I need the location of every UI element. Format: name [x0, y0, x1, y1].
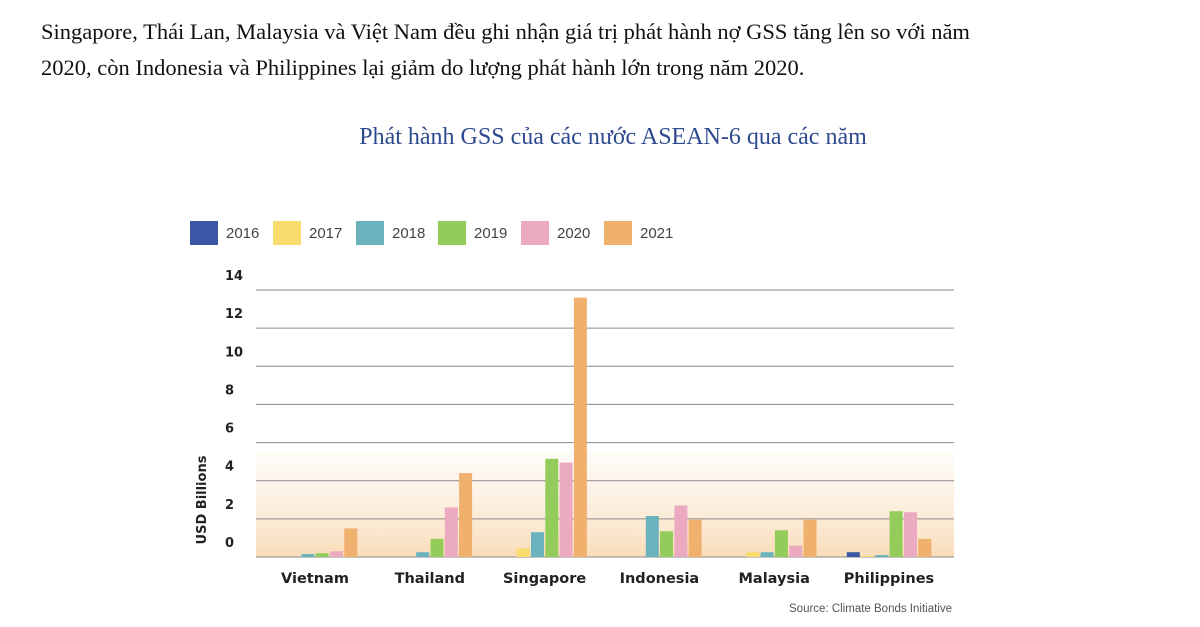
legend-swatch-2016: [190, 221, 218, 245]
bar-vietnam-2018: [301, 554, 315, 557]
y-tick-label: 8: [225, 383, 234, 398]
x-category-label: Singapore: [503, 571, 586, 587]
legend-swatch-2020: [521, 221, 549, 245]
x-category-label: Malaysia: [739, 571, 810, 587]
y-tick-label: 4: [225, 460, 234, 475]
legend-label-2021: 2021: [640, 225, 673, 242]
bar-singapore-2020: [559, 462, 573, 557]
x-category-label: Vietnam: [281, 571, 349, 587]
bar-malaysia-2019: [774, 530, 788, 557]
legend-label-2020: 2020: [557, 225, 590, 242]
bar-singapore-2017: [516, 548, 530, 557]
bar-vietnam-2020: [329, 551, 343, 557]
y-tick-label: 6: [225, 422, 234, 437]
intro-line-1: Singapore, Thái Lan, Malaysia và Việt Na…: [41, 19, 970, 44]
legend-swatch-2021: [604, 221, 632, 245]
legend-label-2019: 2019: [474, 225, 507, 242]
legend-label-2016: 2016: [226, 225, 259, 242]
bar-singapore-2018: [531, 532, 544, 557]
y-tick-label: 10: [225, 345, 243, 360]
intro-line-2: 2020, còn Indonesia và Philippines lại g…: [41, 55, 805, 80]
legend-swatch-2019: [438, 221, 466, 245]
y-tick-label: 2: [225, 498, 234, 513]
x-category-label: Philippines: [844, 571, 934, 587]
bar-singapore-2021: [573, 297, 587, 557]
legend-label-2017: 2017: [309, 225, 342, 242]
x-category-label: Thailand: [395, 571, 465, 587]
bar-indonesia-2018: [645, 516, 659, 557]
bar-indonesia-2019: [660, 531, 673, 557]
x-category-label: Indonesia: [620, 571, 700, 587]
y-tick-label: 0: [225, 536, 234, 551]
background-band: [256, 452, 954, 557]
bar-philippines-2020: [904, 512, 917, 557]
bar-thailand-2021: [459, 473, 473, 557]
bar-malaysia-2021: [803, 519, 817, 557]
bar-philippines-2019: [889, 511, 903, 557]
bar-indonesia-2021: [688, 519, 702, 557]
chart-title: Phát hành GSS của các nước ASEAN-6 qua c…: [359, 124, 867, 150]
bar-thailand-2019: [430, 538, 444, 557]
bar-philippines-2017: [861, 556, 874, 557]
bar-singapore-2019: [545, 458, 559, 557]
legend-label-2018: 2018: [392, 225, 425, 242]
bar-vietnam-2019: [315, 553, 329, 557]
bar-vietnam-2021: [344, 528, 358, 557]
bar-malaysia-2017: [746, 552, 760, 557]
bar-philippines-2018: [875, 555, 889, 557]
bar-philippines-2021: [918, 538, 932, 557]
source-note: Source: Climate Bonds Initiative: [789, 603, 952, 615]
y-tick-label: 12: [225, 307, 243, 322]
bar-malaysia-2018: [760, 552, 774, 557]
bar-thailand-2018: [416, 552, 430, 557]
y-axis-label: USD Billions: [195, 455, 210, 544]
intro-paragraph: Singapore, Thái Lan, Malaysia và Việt Na…: [41, 14, 1161, 86]
bar-indonesia-2020: [674, 505, 688, 557]
bar-thailand-2020: [444, 507, 458, 557]
y-tick-label: 14: [225, 269, 243, 284]
bar-malaysia-2020: [789, 545, 803, 557]
legend-swatch-2018: [356, 221, 384, 245]
bar-philippines-2016: [846, 552, 860, 557]
legend-swatch-2017: [273, 221, 301, 245]
